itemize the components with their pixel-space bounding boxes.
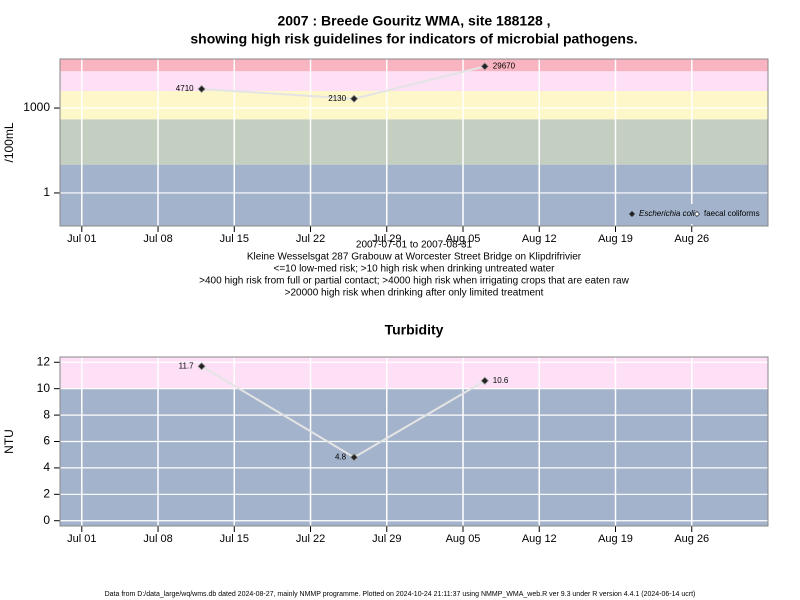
x-tick-label: Jul 01 [67, 533, 96, 545]
note: >400 high risk from full or partial cont… [199, 276, 629, 287]
risk-band [60, 119, 768, 165]
data-point [480, 62, 489, 71]
data-point [350, 453, 359, 462]
plot-frame [59, 356, 769, 527]
x-tick-label: Aug 12 [522, 533, 557, 545]
data-point [350, 94, 359, 103]
y-tick-label: 12 [37, 354, 51, 368]
x-tick-label: Jul 29 [372, 233, 401, 245]
footer: Data from D:/data_large/wq/wms.db dated … [105, 591, 696, 598]
y-axis-label: NTU [2, 429, 16, 454]
y-tick-label: 2 [43, 486, 50, 500]
data-point [480, 376, 489, 385]
chart-title: 2007 : Breede Gouritz WMA, site 188128 , [277, 13, 550, 29]
x-tick-label: Aug 12 [522, 233, 557, 245]
data-label: 4710 [176, 84, 194, 93]
x-tick-label: Aug 05 [446, 533, 481, 545]
plot-frame [59, 58, 769, 227]
x-tick-label: Aug 26 [674, 233, 709, 245]
y-tick-label: 10 [37, 381, 51, 395]
legend-marker [629, 211, 635, 217]
y-tick-label: 1 [43, 185, 50, 199]
y-tick-label: 1000 [23, 100, 50, 114]
y-tick-label: 6 [43, 434, 50, 448]
y-tick-label: 4 [43, 460, 50, 474]
x-tick-label: Aug 19 [598, 233, 633, 245]
risk-band [60, 71, 768, 91]
note: 2007-07-01 to 2007-08-31 [356, 240, 473, 251]
x-tick-label: Jul 08 [143, 233, 172, 245]
y-tick-label: 8 [43, 407, 50, 421]
x-tick-label: Aug 05 [446, 233, 481, 245]
legend-label: faecal coliforms [704, 209, 760, 218]
data-point [197, 84, 206, 94]
data-label: 10.6 [493, 376, 509, 385]
x-tick-label: Jul 22 [296, 233, 325, 245]
data-label: 11.7 [179, 361, 195, 370]
risk-band [60, 59, 768, 72]
x-tick-label: Aug 19 [598, 533, 633, 545]
risk-band [60, 388, 768, 526]
note: <=10 low-med risk; >10 high risk when dr… [274, 264, 556, 275]
data-point [197, 362, 206, 371]
note: >20000 high risk when drinking after onl… [285, 288, 544, 299]
chart-subtitle: showing high risk guidelines for indicat… [190, 31, 637, 47]
data-label: 29670 [493, 61, 516, 70]
y-tick-label: 0 [43, 513, 50, 527]
x-tick-label: Jul 01 [67, 233, 96, 245]
data-label: 4.8 [335, 452, 347, 461]
y-axis-label: /100mL [2, 122, 16, 162]
x-tick-label: Jul 08 [143, 533, 172, 545]
note: Kleine Wesselsgat 287 Grabouw at Worcest… [247, 252, 582, 263]
x-tick-label: Jul 22 [296, 533, 325, 545]
x-tick-label: Jul 15 [220, 233, 249, 245]
x-tick-label: Jul 29 [372, 533, 401, 545]
legend-marker [694, 211, 700, 217]
data-label: 2130 [328, 94, 346, 103]
chart-title: Turbidity [385, 322, 444, 338]
legend-label: Escherichia coli [639, 209, 695, 218]
x-tick-label: Aug 26 [674, 533, 709, 545]
x-tick-label: Jul 15 [220, 533, 249, 545]
risk-band [60, 90, 768, 120]
